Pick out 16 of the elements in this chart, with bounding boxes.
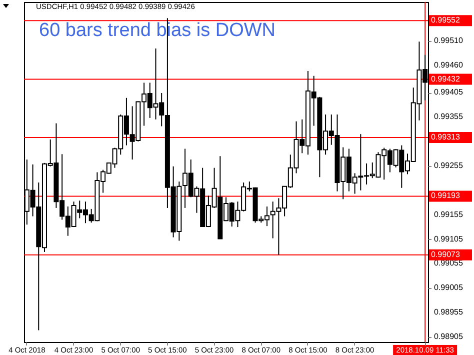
y-tick-label: 0.99155 [434, 210, 464, 219]
y-tick-label: 0.99055 [434, 258, 464, 268]
y-tick-label: 0.99405 [434, 88, 464, 97]
y-tick-label: 0.98955 [434, 308, 464, 317]
y-tick-label: 0.99105 [434, 234, 464, 244]
y-tick-label: 0.99355 [434, 112, 464, 121]
ref-line-label: 0.99193 [431, 191, 460, 200]
y-tick-label: 0.99460 [434, 60, 464, 70]
ref-line-label: 0.99073 [431, 250, 460, 259]
y-tick-label: 0.99005 [434, 283, 464, 292]
ref-line-label: 0.99313 [431, 132, 460, 142]
ref-line-label: 0.99432 [431, 74, 460, 84]
y-tick-label: 0.99255 [434, 160, 464, 170]
y-tick-label: 0.99510 [434, 36, 464, 46]
y-tick-label: 0.98905 [434, 332, 464, 342]
ref-line-label: 0.99552 [431, 16, 460, 25]
